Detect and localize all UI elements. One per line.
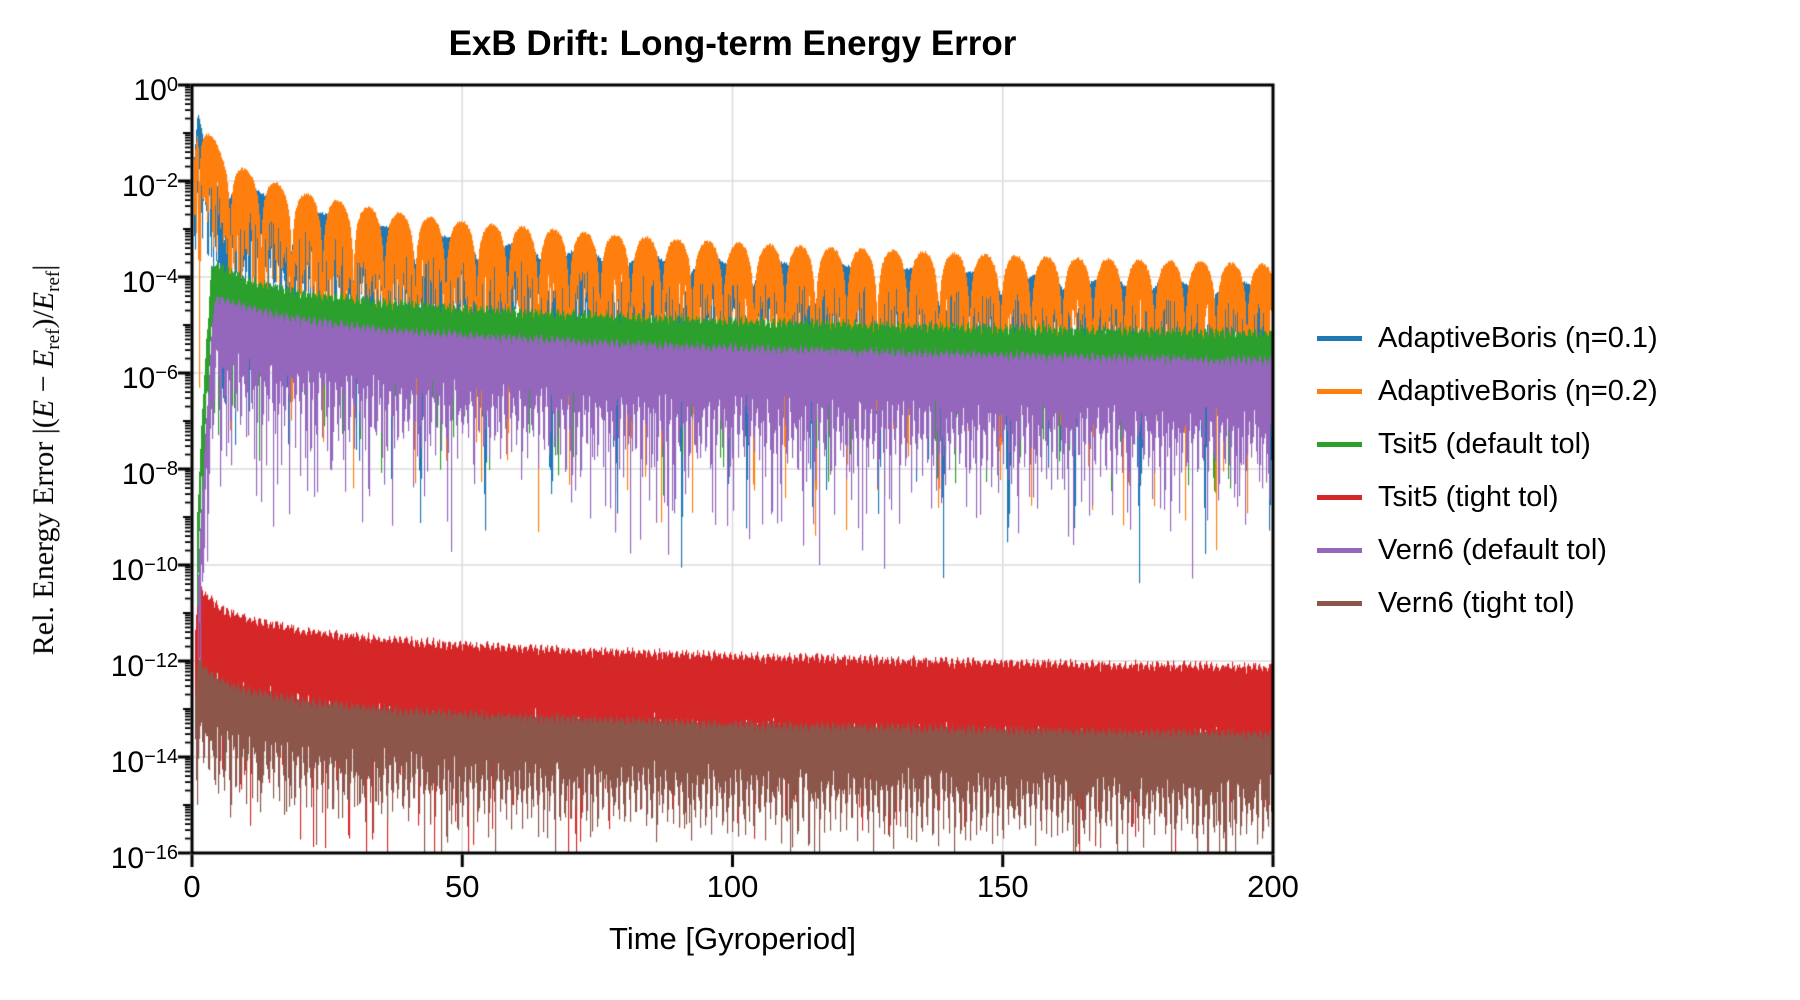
legend-label: Vern6 (tight tol) <box>1378 587 1575 619</box>
y-tick-label: 10−12 <box>110 650 178 683</box>
x-tick-label: 50 <box>445 869 480 904</box>
legend-label: AdaptiveBoris (η=0.2) <box>1378 375 1658 407</box>
legend-item: Vern6 (tight tol) <box>1317 577 1658 630</box>
legend-item: AdaptiveBoris (η=0.2) <box>1317 365 1658 418</box>
legend-swatch <box>1317 548 1362 553</box>
legend-label: Vern6 (default tol) <box>1378 534 1607 566</box>
legend-swatch <box>1317 389 1362 394</box>
legend-item: Tsit5 (tight tol) <box>1317 471 1658 524</box>
x-axis-label: Time [Gyroperiod] <box>609 921 856 956</box>
legend-swatch <box>1317 442 1362 447</box>
y-tick-label: 10−10 <box>110 554 178 587</box>
y-tick-label: 10−16 <box>110 842 178 875</box>
legend-label: Tsit5 (default tol) <box>1378 428 1591 460</box>
y-tick-label: 10−6 <box>121 362 178 395</box>
y-tick-label: 10−14 <box>110 746 178 779</box>
chart-title: ExB Drift: Long-term Energy Error <box>448 24 1017 63</box>
x-tick-label: 100 <box>706 869 759 904</box>
legend: AdaptiveBoris (η=0.1) AdaptiveBoris (η=0.… <box>1317 312 1658 630</box>
legend-swatch <box>1317 336 1362 341</box>
x-tick-label: 200 <box>1247 869 1299 904</box>
legend-item: AdaptiveBoris (η=0.1) <box>1317 312 1658 365</box>
legend-label: Tsit5 (tight tol) <box>1378 481 1559 513</box>
x-tick-label: 0 <box>183 869 201 904</box>
legend-swatch <box>1317 601 1362 606</box>
legend-item: Tsit5 (default tol) <box>1317 418 1658 471</box>
y-tick-label: 100 <box>133 74 179 107</box>
y-tick-label: 10−8 <box>121 458 178 491</box>
legend-item: Vern6 (default tol) <box>1317 524 1658 577</box>
x-tick-label: 150 <box>976 869 1029 904</box>
y-tick-label: 10−4 <box>121 266 178 299</box>
legend-label: AdaptiveBoris (η=0.1) <box>1378 322 1658 354</box>
legend-swatch <box>1317 495 1362 500</box>
y-tick-label: 10−2 <box>121 170 178 203</box>
